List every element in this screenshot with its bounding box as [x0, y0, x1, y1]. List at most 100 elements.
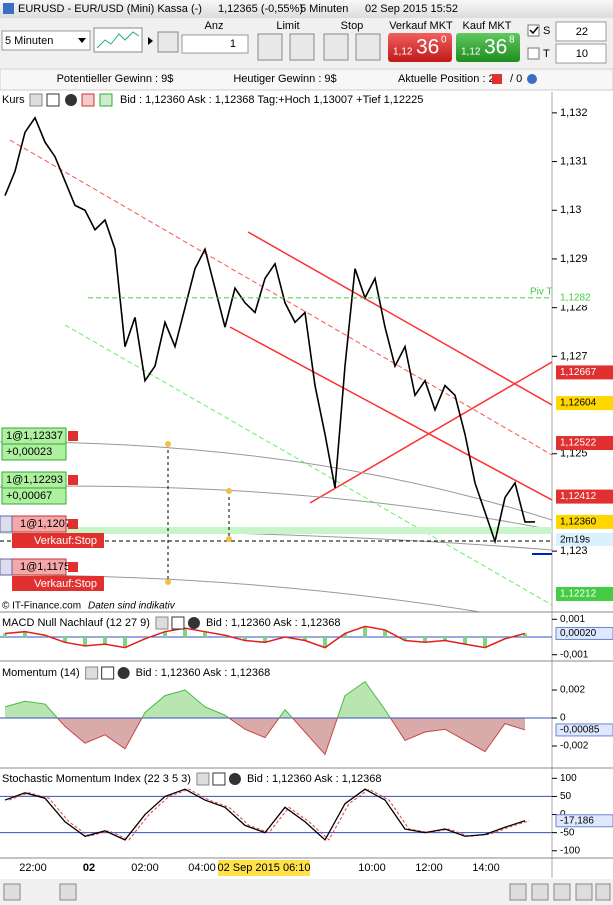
pl-box	[1, 443, 67, 461]
t-checkbox[interactable]	[527, 47, 540, 60]
settings-icon[interactable]	[527, 74, 537, 84]
interval-select[interactable]	[1, 30, 91, 51]
macd-bar	[443, 637, 447, 641]
action-text: Verkauf:Stop	[34, 578, 97, 590]
y-tick-label: 1,129	[560, 253, 588, 265]
chart-type-button[interactable]	[93, 27, 143, 53]
zoom-button[interactable]	[553, 883, 571, 901]
order-text: 1@1,12293	[6, 474, 63, 486]
macd-bar	[323, 637, 327, 648]
tool-button[interactable]	[3, 883, 21, 901]
position-band	[0, 527, 552, 534]
position: Aktuelle Position : 2	[398, 73, 495, 85]
qty-input[interactable]	[181, 34, 249, 54]
timer: 2m19s	[560, 535, 590, 546]
expand-arrow[interactable]	[148, 37, 153, 45]
trend-line	[229, 326, 552, 501]
macd-bar	[123, 637, 127, 648]
y-tick-label: -0,002	[560, 741, 589, 752]
t-input[interactable]	[555, 43, 607, 64]
macd-bar	[523, 633, 527, 637]
window-icon[interactable]	[101, 666, 115, 680]
order-cancel[interactable]	[68, 562, 78, 572]
zoom-button[interactable]	[575, 883, 593, 901]
interval-select-text: 5 Minuten	[5, 35, 53, 47]
zoom-button[interactable]	[531, 883, 549, 901]
t-label: T	[543, 48, 550, 60]
macd-bar	[223, 635, 227, 637]
order-arc	[0, 574, 481, 612]
close-icon[interactable]	[117, 667, 130, 679]
limit-buy-button[interactable]	[257, 33, 283, 61]
macd-bar	[423, 637, 427, 643]
window-icon[interactable]	[171, 616, 185, 630]
sell-big: 36	[416, 36, 439, 59]
tool-icon[interactable]	[155, 616, 169, 630]
close-icon[interactable]	[228, 773, 241, 785]
timer-box	[556, 533, 613, 546]
momentum-area-negative	[5, 718, 525, 755]
close-position[interactable]	[492, 74, 502, 84]
tool-icon[interactable]	[196, 772, 210, 786]
y-tick-label: 0,001	[560, 614, 585, 625]
tool-button[interactable]	[59, 883, 77, 901]
buy-big: 36	[484, 36, 507, 59]
time-label: 14:00	[472, 862, 500, 874]
interval: 5 Minuten	[300, 3, 348, 15]
window-icon[interactable]	[46, 93, 60, 107]
panel-label: Momentum (14)	[2, 667, 80, 679]
order-dot	[165, 441, 171, 447]
macd-bar	[43, 635, 47, 637]
s-input[interactable]	[555, 21, 607, 42]
time-label: 22:00	[19, 862, 47, 874]
stop-sell-button[interactable]	[355, 33, 381, 61]
pl-box	[1, 487, 67, 505]
panel-quote: Bid : 1,12360 Ask : 1,12368	[136, 667, 271, 679]
support-line	[64, 324, 552, 606]
stop-buy-button[interactable]	[323, 33, 349, 61]
y-tick-label: 1,127	[560, 350, 588, 362]
order-cancel[interactable]	[68, 475, 78, 485]
order-cancel[interactable]	[68, 431, 78, 441]
stochastic-line	[4, 788, 526, 841]
scroll-button[interactable]	[595, 883, 611, 901]
action-box[interactable]	[12, 533, 104, 548]
y-tick-label: 1,13	[560, 204, 581, 216]
footer-source: © IT-Finance.com	[2, 601, 81, 612]
level-label: 1,12604	[560, 398, 597, 409]
order-text: 1@1,12337	[6, 430, 63, 442]
limit-sell-button[interactable]	[289, 33, 315, 61]
order-arc	[0, 485, 552, 531]
wrench-button[interactable]	[157, 31, 179, 53]
action-box[interactable]	[12, 576, 104, 591]
macd-bar	[383, 629, 387, 637]
quote: 1,12365 (-0,55%)	[218, 3, 303, 15]
tool-icon[interactable]	[29, 93, 43, 107]
main-label: Kurs	[2, 94, 25, 106]
close-icon[interactable]	[187, 617, 200, 629]
s-label: S	[543, 25, 550, 37]
time-label: 04:00	[188, 862, 216, 874]
datetime: 02 Sep 2015 15:52	[365, 3, 458, 15]
today-gain: Heutiger Gewinn : 9$	[233, 73, 336, 85]
level-label: 1,12667	[560, 367, 597, 378]
window-icon[interactable]	[212, 772, 226, 786]
close-icon[interactable]	[65, 94, 77, 106]
order-cancel[interactable]	[68, 519, 78, 529]
info-bar	[0, 68, 613, 91]
pl-text: +0,00067	[6, 490, 52, 502]
buy-icon[interactable]	[99, 93, 113, 107]
t-value: 10	[576, 48, 588, 60]
y-tick-label: 100	[560, 773, 577, 784]
tool-icon[interactable]	[85, 666, 99, 680]
level-label: 1,12412	[560, 491, 597, 502]
sell-icon[interactable]	[81, 93, 95, 107]
buy-button[interactable]	[456, 33, 520, 62]
time-label: 02	[83, 862, 95, 874]
s-checkbox[interactable]	[527, 24, 540, 37]
y-tick-label: 1,125	[560, 448, 588, 460]
sell-button[interactable]	[388, 33, 452, 62]
position-sep: / 0	[510, 73, 522, 85]
order-text: 1@1,12076	[20, 518, 77, 530]
tool-button[interactable]	[509, 883, 527, 901]
